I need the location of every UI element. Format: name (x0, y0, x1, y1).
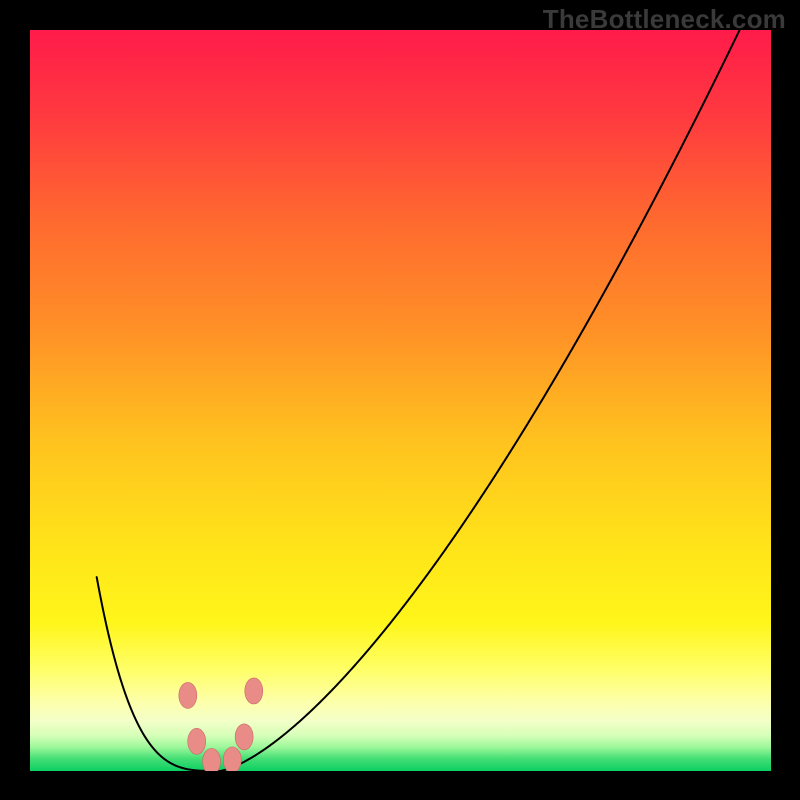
gradient-plot-area (30, 30, 771, 771)
curve-marker-5 (245, 678, 263, 704)
curve-marker-4 (235, 724, 253, 750)
chart-stage: TheBottleneck.com (0, 0, 800, 800)
curve-marker-0 (179, 682, 197, 708)
bottleneck-chart-svg (0, 0, 800, 800)
watermark-text: TheBottleneck.com (543, 4, 786, 35)
curve-marker-1 (188, 728, 206, 754)
curve-marker-2 (203, 748, 221, 774)
curve-marker-3 (223, 747, 241, 773)
